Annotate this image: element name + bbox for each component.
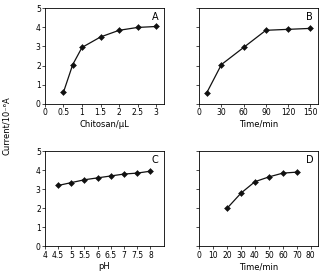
Text: Current/10⁻⁶A: Current/10⁻⁶A [2, 97, 11, 155]
Text: B: B [306, 12, 313, 22]
X-axis label: Chitosan/μL: Chitosan/μL [79, 120, 129, 129]
X-axis label: Time/min: Time/min [239, 120, 278, 129]
X-axis label: pH: pH [98, 262, 110, 271]
Text: A: A [152, 12, 158, 22]
X-axis label: Time/min: Time/min [239, 262, 278, 271]
Text: C: C [152, 155, 159, 165]
Text: D: D [306, 155, 314, 165]
